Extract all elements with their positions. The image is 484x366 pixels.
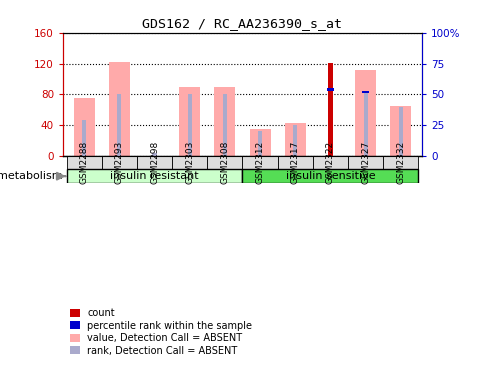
Text: GSM2303: GSM2303 — [185, 141, 194, 184]
Bar — [222, 94, 227, 156]
Bar — [214, 87, 235, 156]
Bar — [187, 94, 192, 156]
Bar — [362, 90, 368, 93]
Bar — [66, 156, 102, 169]
Text: GSM2317: GSM2317 — [290, 141, 299, 184]
Bar — [257, 131, 262, 156]
Bar — [82, 120, 86, 156]
Text: GSM2288: GSM2288 — [79, 141, 89, 184]
Bar — [348, 156, 382, 169]
Bar — [398, 107, 402, 156]
Text: GSM2332: GSM2332 — [395, 141, 405, 184]
Bar — [249, 129, 270, 156]
Text: insulin resistant: insulin resistant — [110, 171, 198, 181]
Bar — [328, 63, 332, 156]
Legend: count, percentile rank within the sample, value, Detection Call = ABSENT, rank, : count, percentile rank within the sample… — [68, 306, 254, 358]
Bar — [136, 156, 172, 169]
Text: GSM2298: GSM2298 — [150, 141, 159, 184]
Bar — [312, 156, 348, 169]
Text: metabolism: metabolism — [0, 171, 62, 181]
Text: GSM2308: GSM2308 — [220, 141, 229, 184]
Bar — [74, 98, 94, 156]
Bar — [277, 156, 312, 169]
Bar — [363, 93, 367, 156]
Text: GSM2322: GSM2322 — [325, 141, 334, 184]
Bar — [207, 156, 242, 169]
Bar — [327, 88, 333, 91]
Bar — [117, 94, 121, 156]
Bar — [292, 125, 297, 156]
Text: insulin sensitive: insulin sensitive — [285, 171, 375, 181]
Bar — [66, 169, 242, 183]
Bar — [242, 169, 418, 183]
Bar — [242, 156, 277, 169]
Bar — [284, 123, 305, 156]
Bar — [179, 87, 200, 156]
Title: GDS162 / RC_AA236390_s_at: GDS162 / RC_AA236390_s_at — [142, 17, 342, 30]
Text: GSM2293: GSM2293 — [115, 141, 123, 184]
Bar — [390, 106, 410, 156]
Bar — [152, 153, 156, 156]
Bar — [354, 70, 376, 156]
Bar — [108, 62, 130, 156]
Bar — [382, 156, 418, 169]
Bar — [102, 156, 136, 169]
Text: GSM2327: GSM2327 — [361, 141, 369, 184]
Bar — [172, 156, 207, 169]
Text: GSM2312: GSM2312 — [255, 141, 264, 184]
